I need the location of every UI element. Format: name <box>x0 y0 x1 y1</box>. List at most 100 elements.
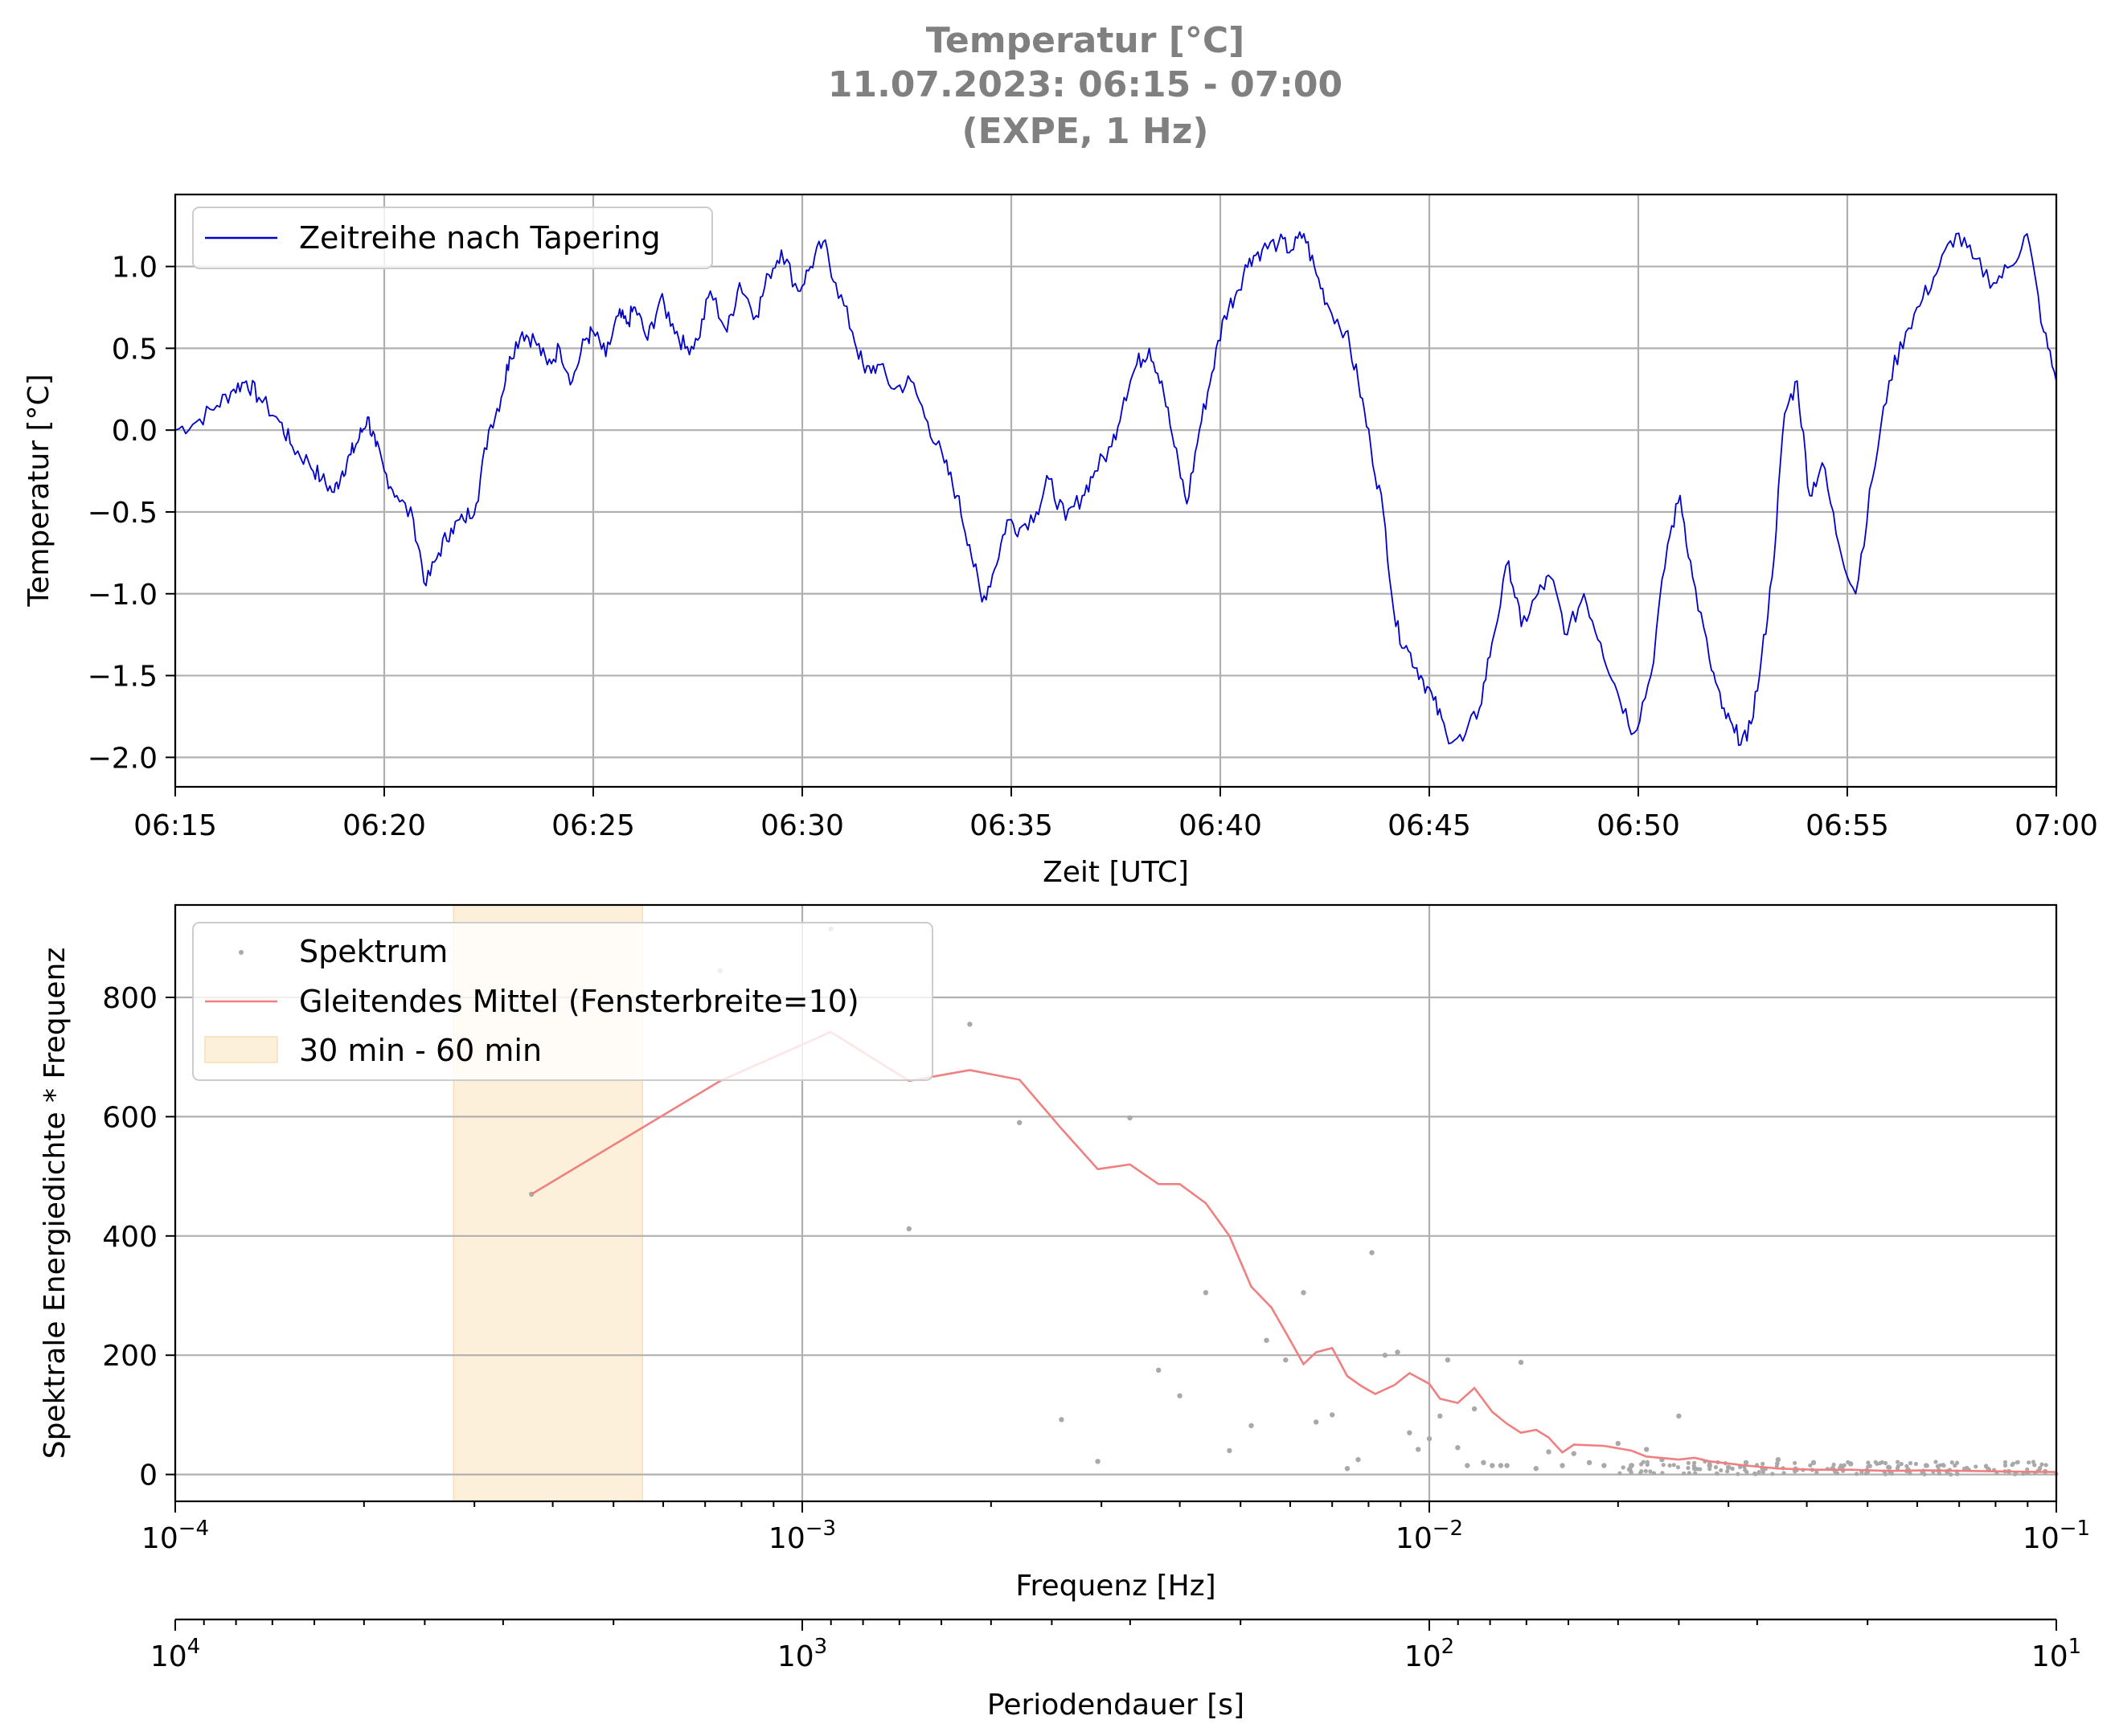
spectrum-point <box>1687 1471 1691 1476</box>
title-line-3: (EXPE, 1 Hz) <box>962 111 1209 152</box>
spectrum-x-tick-label: 10−4 <box>141 1517 209 1555</box>
spectrum-point <box>1949 1472 1953 1477</box>
spectrum-point <box>2015 1460 2019 1465</box>
spectrum-y-tick-label: 800 <box>102 982 158 1015</box>
spectrum-point <box>1760 1469 1766 1474</box>
spectrum-point <box>1889 1471 1894 1476</box>
spectrum-point <box>1904 1464 1909 1468</box>
spectrum-point <box>1695 1467 1700 1472</box>
spectrum-point <box>1301 1290 1306 1296</box>
spectrum-point <box>1644 1447 1650 1452</box>
spectrum-point <box>1455 1445 1461 1451</box>
spectrum-point <box>1961 1466 1966 1472</box>
timeseries-y-ticks: 1.0 0.5 0.0 −0.5 −1.0 −1.5 −2.0 <box>88 252 175 775</box>
title-line-1: Temperatur [°C] <box>926 20 1244 61</box>
spectrum-point <box>1017 1120 1023 1126</box>
spectrum-point <box>2025 1467 2030 1472</box>
period-axis-tick-label: 102 <box>1404 1635 1454 1673</box>
spectrum-point <box>1743 1460 1749 1466</box>
spectrum-point <box>1651 1471 1656 1476</box>
spectrum-point <box>1127 1115 1133 1121</box>
timeseries-panel: 06:15 06:20 06:25 06:30 06:35 06:40 06:45 06:50… <box>23 193 2098 889</box>
timeseries-y-tick-label: −1.5 <box>88 661 158 694</box>
spectrum-point <box>1643 1468 1648 1473</box>
timeseries-x-tick-label: 06:30 <box>760 809 844 842</box>
spectrum-point <box>1933 1460 1938 1464</box>
spectrum-point <box>1156 1367 1162 1374</box>
spectrum-point <box>1883 1460 1888 1466</box>
spectrum-point <box>1840 1464 1845 1469</box>
spectrum-point <box>2031 1460 2035 1464</box>
spectrum-frame <box>174 903 2058 1503</box>
spectrum-y-tick-label: 0 <box>139 1460 158 1492</box>
spectrum-point <box>2032 1463 2037 1468</box>
spectrum-point <box>1648 1469 1653 1474</box>
timeseries-y-tick-label: −0.5 <box>88 497 158 530</box>
spectrum-point <box>1879 1460 1884 1464</box>
timeseries-series <box>174 231 2057 747</box>
spectrum-ylabel: Spektrale Energiedichte * Frequenz <box>39 948 72 1460</box>
timeseries-x-tick-label: 06:45 <box>1387 809 1471 842</box>
timeseries-legend: Zeitreihe nach Tapering <box>192 207 713 269</box>
spectrum-point <box>1686 1460 1691 1465</box>
spectrum-point <box>1490 1463 1495 1468</box>
spectrum-point <box>1814 1470 1819 1475</box>
timeseries-x-ticks: 06:15 06:20 06:25 06:30 06:35 06:40 06:45 06:50… <box>133 787 2098 842</box>
spectrum-point <box>1675 1465 1681 1470</box>
spectrum-point <box>1810 1460 1817 1466</box>
spectrum-point <box>1445 1357 1451 1363</box>
spectrum-point <box>1937 1471 1942 1476</box>
spectrum-point <box>1793 1460 1797 1465</box>
spectrum-point <box>906 1226 912 1232</box>
spectrum-legend-label-band: 30 min - 60 min <box>299 1033 542 1068</box>
spectrum-point <box>1692 1460 1697 1465</box>
timeseries-ylabel: Temperatur [°C] <box>23 374 55 607</box>
spectrum-point <box>1661 1463 1666 1468</box>
spectrum-point <box>1908 1471 1912 1476</box>
timeseries-x-tick-label: 07:00 <box>2015 809 2098 842</box>
timeseries-x-tick-label: 06:50 <box>1596 809 1680 842</box>
spectrum-point <box>1686 1465 1691 1471</box>
spectrum-point <box>2038 1465 2043 1471</box>
spectrum-legend-marker <box>239 950 244 955</box>
spectrum-point <box>1715 1471 1719 1476</box>
spectrum-y-ticks: 0 200 400 600 800 <box>102 982 175 1492</box>
spectrum-point <box>2021 1472 2026 1476</box>
period-axis-tick-label: 101 <box>2031 1635 2081 1673</box>
spectrum-point <box>1883 1472 1888 1476</box>
spectrum-point <box>1059 1417 1064 1423</box>
spectrum-point <box>1888 1465 1892 1470</box>
spectrum-point <box>1498 1463 1504 1468</box>
spectrum-y-tick-label: 600 <box>102 1101 158 1134</box>
spectrum-point <box>1725 1469 1730 1474</box>
spectrum-xlabel: Frequenz [Hz] <box>1015 1570 1215 1603</box>
spectrum-point <box>1760 1461 1765 1466</box>
timeseries-x-tick-label: 06:15 <box>133 809 217 842</box>
spectrum-point <box>1736 1472 1740 1476</box>
spectrum-point <box>1481 1460 1486 1466</box>
spectrum-point <box>1560 1463 1565 1468</box>
timeseries-x-tick-label: 06:35 <box>969 809 1053 842</box>
spectrum-point <box>2002 1460 2007 1464</box>
spectrum-point <box>1629 1468 1633 1474</box>
spectrum-point <box>1713 1465 1719 1470</box>
spectrum-point <box>1355 1456 1361 1463</box>
timeseries-y-tick-label: 0.5 <box>112 333 158 366</box>
period-axis: 104 103 102 101 Periodendauer [s] <box>150 1618 2081 1722</box>
spectrum-legend-box <box>192 922 933 1081</box>
spectrum-point <box>1645 1462 1650 1467</box>
spectrum-point <box>1471 1406 1478 1412</box>
timeseries-frame <box>174 193 2058 788</box>
spectrum-point <box>1264 1337 1269 1343</box>
spectrum-point <box>1586 1460 1592 1466</box>
spectrum-point <box>1369 1250 1375 1255</box>
spectrum-point <box>1719 1468 1724 1472</box>
spectrum-point <box>1203 1290 1209 1296</box>
spectrum-point <box>1863 1471 1868 1476</box>
timeseries-line <box>174 231 2057 747</box>
spectrum-point <box>1935 1464 1940 1468</box>
spectrum-point <box>1533 1466 1539 1472</box>
spectrum-point <box>1629 1463 1635 1468</box>
spectrum-point <box>1726 1464 1732 1470</box>
title-line-2: 11.07.2023: 06:15 - 07:00 <box>828 64 1342 105</box>
